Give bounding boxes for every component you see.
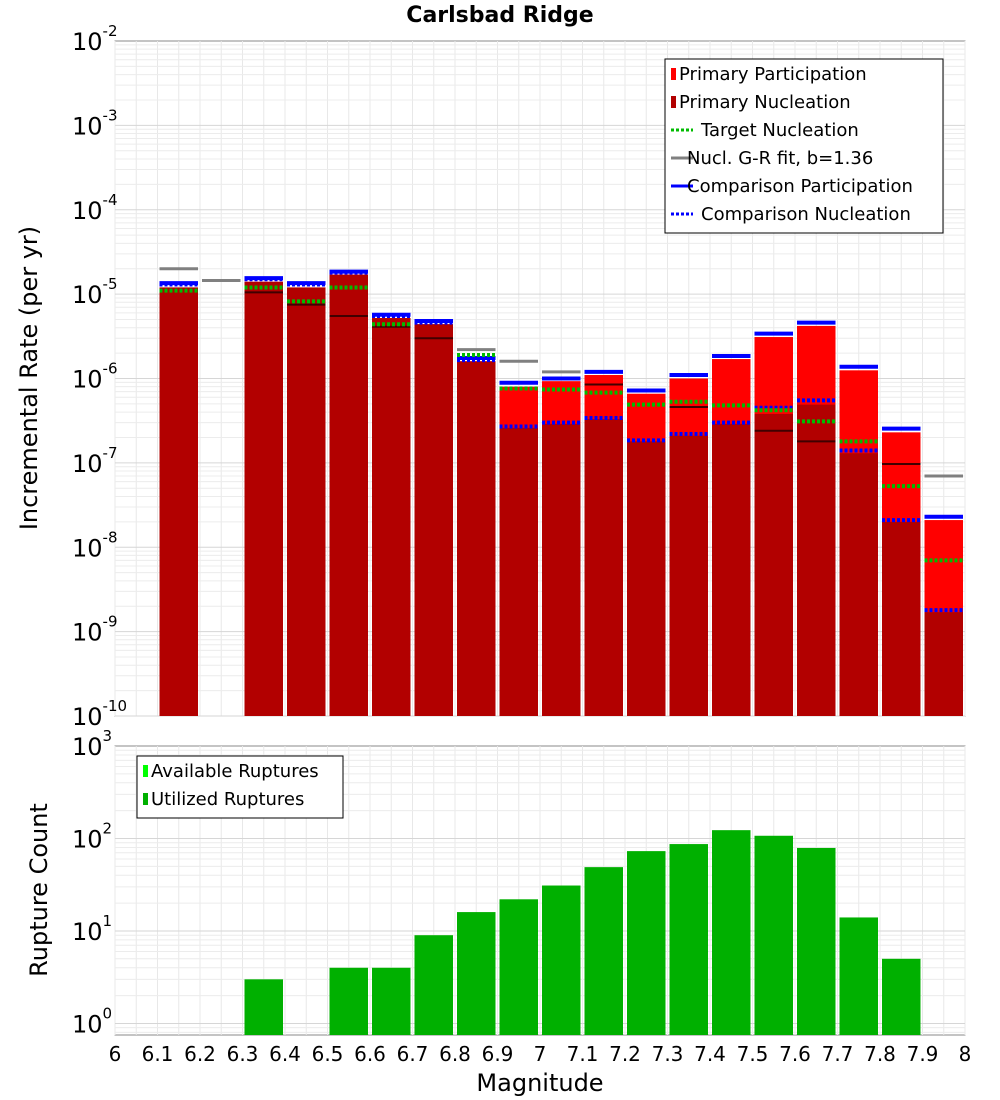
rate-panel: 10-10 10-9 10-8 10-7 10-6 10-5 10-4 10-3 10-2 In… <box>15 22 966 731</box>
nucleation-bar <box>457 361 496 716</box>
nucleation-bar <box>754 413 793 716</box>
count-legend: Available Ruptures Utilized Ruptures <box>136 755 344 819</box>
x-tick-label: 7.1 <box>567 1042 599 1066</box>
y-tick-label: 10-6 <box>72 360 118 394</box>
y-tick-label: 102 <box>72 819 112 853</box>
count-y-axis-label: Rupture Count <box>25 803 53 977</box>
nucleation-bar <box>797 404 836 716</box>
utilized-ruptures-bar <box>797 847 836 1035</box>
y-tick-label: 10-9 <box>72 613 118 647</box>
nucleation-bar <box>414 324 453 716</box>
x-tick-label: 7.7 <box>822 1042 854 1066</box>
nucleation-bar <box>924 612 963 716</box>
x-tick-label: 6.6 <box>354 1042 386 1066</box>
y-tick-label: 10-8 <box>72 528 118 562</box>
x-tick-label: 7 <box>534 1042 547 1066</box>
x-tick-label: 7.3 <box>652 1042 684 1066</box>
utilized-ruptures-bar <box>499 899 538 1035</box>
utilized-ruptures-bar <box>457 912 496 1035</box>
nucleation-bar <box>584 419 623 716</box>
legend-swatch <box>671 68 676 80</box>
utilized-ruptures-bar <box>329 967 368 1035</box>
y-tick-label: 10-10 <box>72 697 127 731</box>
legend-label: Primary Participation <box>679 64 867 85</box>
nucleation-bar <box>159 287 198 716</box>
legend-label: Comparison Participation <box>687 176 913 197</box>
nucleation-bar <box>542 423 581 716</box>
utilized-ruptures-bar <box>839 917 878 1035</box>
x-axis-label: Magnitude <box>476 1069 603 1097</box>
x-tick-label: 6.2 <box>184 1042 216 1066</box>
count-bars <box>244 830 921 1035</box>
nucleation-bar <box>712 423 751 716</box>
nucleation-bar <box>839 453 878 716</box>
y-tick-label: 10-5 <box>72 275 118 309</box>
nucleation-bar <box>882 521 921 716</box>
legend-label: Available Ruptures <box>151 761 319 782</box>
utilized-ruptures-bar <box>712 830 751 1035</box>
x-tick-label: 6.4 <box>269 1042 301 1066</box>
nucleation-bar <box>287 287 326 716</box>
y-tick-label: 10-4 <box>72 191 118 225</box>
x-tick-label: 7.2 <box>609 1042 641 1066</box>
rate-lines <box>159 267 963 613</box>
legend-label: Primary Nucleation <box>679 92 851 113</box>
utilized-ruptures-bar <box>754 835 793 1035</box>
x-tick-label: 6.5 <box>312 1042 344 1066</box>
utilized-ruptures-bar <box>244 979 283 1035</box>
rate-y-ticks: 10-10 10-9 10-8 10-7 10-6 10-5 10-4 10-3 10-2 <box>72 22 127 731</box>
x-tick-label: 6.7 <box>397 1042 429 1066</box>
nucleation-bar <box>372 318 411 716</box>
x-ticks: 6 6.1 6.2 6.3 6.4 6.5 6.6 6.7 6.8 6.9 7 7.1 7.2 7.3 7.… <box>109 1042 972 1066</box>
utilized-ruptures-bar <box>584 867 623 1035</box>
nucleation-bar <box>244 281 283 716</box>
rate-legend: Primary Participation Primary Nucleation T… <box>664 58 944 234</box>
utilized-ruptures-bar <box>414 935 453 1035</box>
x-tick-label: 7.6 <box>779 1042 811 1066</box>
chart-title: Carlsbad Ridge <box>406 3 593 28</box>
x-tick-label: 7.5 <box>737 1042 769 1066</box>
utilized-ruptures-bar <box>627 851 666 1035</box>
x-tick-label: 6.1 <box>142 1042 174 1066</box>
legend-swatch <box>143 765 148 777</box>
x-tick-label: 6 <box>109 1042 122 1066</box>
y-tick-label: 10-2 <box>72 22 118 56</box>
x-tick-label: 7.4 <box>694 1042 726 1066</box>
x-tick-label: 6.8 <box>439 1042 471 1066</box>
legend-label: Comparison Nucleation <box>701 204 911 225</box>
legend-swatch <box>671 96 676 108</box>
rate-bars <box>159 274 963 716</box>
x-tick-label: 8 <box>959 1042 972 1066</box>
utilized-ruptures-bar <box>542 885 581 1035</box>
count-panel: 100 101 102 103 Rupture Count Available Rup… <box>25 727 971 1097</box>
legend-label: Nucl. G-R fit, b=1.36 <box>687 148 873 169</box>
legend-swatch <box>143 793 148 805</box>
x-tick-label: 6.9 <box>482 1042 514 1066</box>
legend-label: Target Nucleation <box>700 120 859 141</box>
legend-box <box>136 755 344 819</box>
y-tick-label: 100 <box>72 1004 112 1038</box>
legend-label: Utilized Ruptures <box>151 789 304 810</box>
y-tick-label: 10-3 <box>72 106 118 140</box>
x-tick-label: 7.8 <box>864 1042 896 1066</box>
utilized-ruptures-bar <box>669 844 708 1035</box>
x-tick-label: 6.3 <box>227 1042 259 1066</box>
nucleation-bar <box>627 441 666 716</box>
y-tick-label: 101 <box>72 912 112 946</box>
rate-y-axis-label: Incremental Rate (per yr) <box>15 226 43 530</box>
x-tick-label: 7.9 <box>907 1042 939 1066</box>
nucleation-bar <box>329 274 368 716</box>
nucleation-bar <box>499 427 538 716</box>
utilized-ruptures-bar <box>372 967 411 1035</box>
y-tick-label: 103 <box>72 727 112 761</box>
utilized-ruptures-bar <box>882 958 921 1035</box>
count-y-ticks: 100 101 102 103 <box>72 727 112 1038</box>
legend-box <box>664 58 944 234</box>
nucleation-bar <box>669 435 708 716</box>
y-tick-label: 10-7 <box>72 444 118 478</box>
